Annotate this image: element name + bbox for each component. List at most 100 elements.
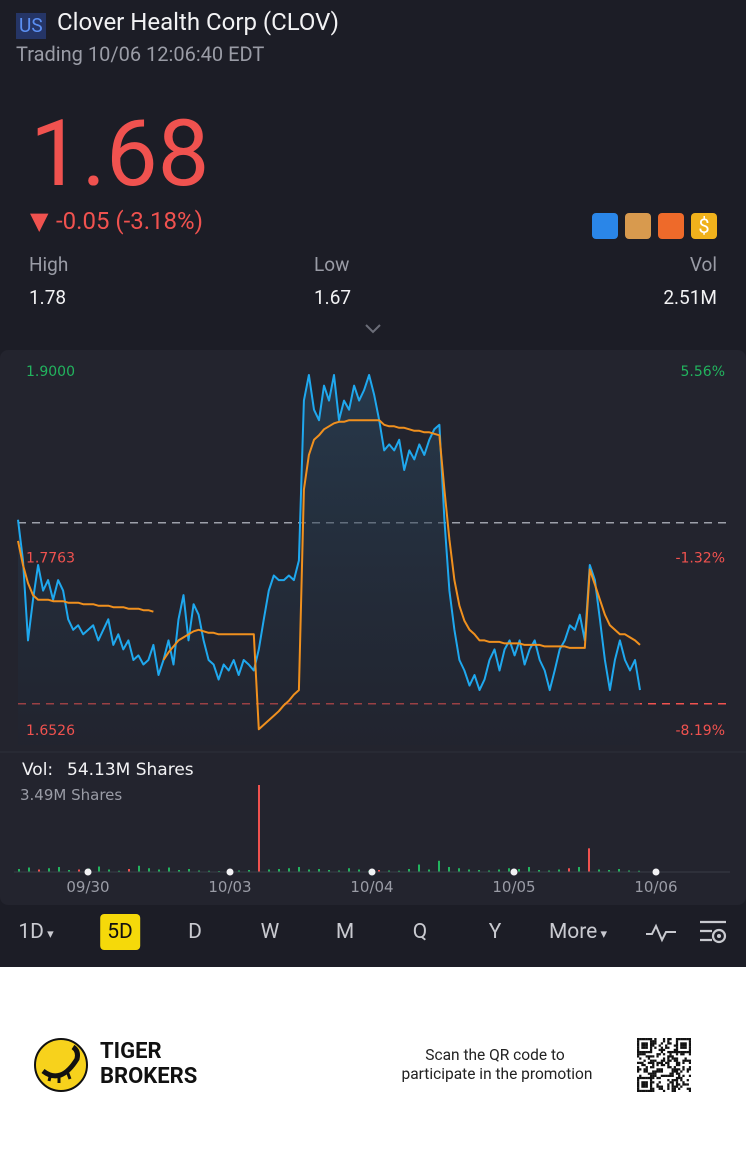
qr-cell xyxy=(675,1053,679,1056)
volume-total: 54.13M Shares xyxy=(67,760,194,780)
qr-cell xyxy=(667,1050,670,1054)
qr-cell xyxy=(682,1068,685,1071)
x-tick-label: 09/30 xyxy=(66,878,109,896)
qr-cell xyxy=(667,1040,670,1043)
volume-bar xyxy=(348,868,350,872)
period-tab[interactable]: W xyxy=(260,920,280,944)
qr-cell xyxy=(660,1050,664,1054)
qr-cell xyxy=(637,1076,640,1080)
qr-cell xyxy=(675,1038,679,1041)
price-area xyxy=(18,375,640,745)
chart: 1.9000 1.7763 1.6526 5.56% -1.32% -8.19% Vol: 5… xyxy=(0,350,746,905)
qr-cell xyxy=(675,1076,679,1080)
qr-cell xyxy=(649,1061,653,1065)
stat-label: Vol xyxy=(689,253,717,276)
qr-cell xyxy=(656,1076,659,1080)
qr-cell xyxy=(682,1038,685,1041)
qr-cell xyxy=(671,1083,674,1086)
qr-cell xyxy=(641,1038,644,1041)
qr-cell xyxy=(669,1055,672,1058)
qr-cell xyxy=(649,1079,653,1082)
qr-cell xyxy=(665,1044,668,1047)
qr-cell xyxy=(686,1050,689,1054)
volume-bar xyxy=(178,870,180,872)
qr-cell xyxy=(671,1087,674,1090)
qr-cell xyxy=(684,1050,687,1054)
qr-cell xyxy=(682,1046,685,1049)
volume-bar xyxy=(588,848,590,872)
volume-bar xyxy=(158,869,160,872)
qr-cell xyxy=(682,1044,685,1047)
icon-dollar[interactable]: $ xyxy=(691,213,717,239)
qr-cell xyxy=(686,1059,689,1062)
qr-cell xyxy=(660,1042,664,1045)
qr-cell xyxy=(688,1068,691,1071)
qr-cell xyxy=(662,1040,666,1043)
qr-cell xyxy=(649,1074,653,1077)
icon-layers[interactable] xyxy=(625,213,651,239)
market-badge: US xyxy=(16,13,46,39)
volume-bar xyxy=(268,869,270,872)
stat-label: Low xyxy=(314,253,350,276)
icon-flash[interactable] xyxy=(592,213,618,239)
qr-cell xyxy=(675,1059,679,1062)
qr-cell xyxy=(645,1085,648,1088)
settings-icon[interactable] xyxy=(698,918,728,946)
period-tab[interactable]: More ▾ xyxy=(548,920,608,944)
icon-options[interactable] xyxy=(658,213,684,239)
qr-cell xyxy=(680,1038,683,1041)
qr-cell xyxy=(643,1076,646,1080)
qr-cell xyxy=(667,1057,670,1060)
qr-cell xyxy=(645,1083,648,1086)
period-tab[interactable]: 5D xyxy=(100,914,140,950)
volume-bar xyxy=(138,865,140,872)
volume-bar xyxy=(448,867,450,872)
qr-cell xyxy=(641,1061,644,1065)
qr-cell xyxy=(667,1042,670,1045)
qr-cell xyxy=(660,1048,664,1052)
qr-cell xyxy=(658,1044,661,1047)
qr-cell xyxy=(643,1059,646,1062)
volume-bar xyxy=(248,870,250,872)
period-tab[interactable]: 1D ▾ xyxy=(18,920,54,944)
qr-cell xyxy=(660,1046,664,1049)
period-tab[interactable]: Q xyxy=(412,920,428,944)
dropdown-arrow: ▾ xyxy=(597,927,608,942)
qr-cell xyxy=(686,1079,689,1082)
qr-cell xyxy=(645,1050,648,1054)
qr-cell xyxy=(669,1053,672,1056)
qr-cell xyxy=(662,1059,666,1062)
volume-bar xyxy=(558,869,560,872)
qr-cell xyxy=(673,1050,676,1054)
expand-chevron[interactable] xyxy=(364,323,382,335)
x-tick-dot xyxy=(84,868,92,876)
qr-cell xyxy=(639,1053,642,1056)
volume-bar xyxy=(508,868,510,872)
qr-cell xyxy=(639,1061,642,1065)
qr-cell xyxy=(637,1066,640,1069)
qr-cell xyxy=(686,1070,689,1073)
qr-cell xyxy=(662,1057,666,1060)
qr-cell xyxy=(637,1068,640,1071)
qr-cell xyxy=(637,1087,640,1090)
period-tab[interactable]: M xyxy=(335,920,355,944)
qr-cell xyxy=(649,1059,653,1062)
x-tick-label: 10/05 xyxy=(492,878,535,896)
qr-cell xyxy=(688,1087,691,1090)
indicator-icon[interactable] xyxy=(644,920,678,944)
x-tick-label: 10/03 xyxy=(208,878,251,896)
volume-bar xyxy=(498,869,500,872)
qr-cell xyxy=(667,1055,670,1058)
qr-cell xyxy=(684,1038,687,1041)
period-tab[interactable]: D xyxy=(188,920,202,944)
trading-status: Trading 10/06 12:06:40 EDT xyxy=(16,42,265,66)
qr-cell xyxy=(639,1089,642,1092)
period-tab[interactable]: Y xyxy=(488,920,502,944)
stock-name: Clover Health Corp (CLOV) xyxy=(57,8,340,36)
dropdown-arrow: ▾ xyxy=(43,927,54,942)
volume-bar xyxy=(148,868,150,872)
volume-bar xyxy=(428,869,430,872)
qr-cell xyxy=(665,1074,668,1077)
qr-cell xyxy=(675,1057,679,1060)
qr-cell xyxy=(641,1042,644,1045)
